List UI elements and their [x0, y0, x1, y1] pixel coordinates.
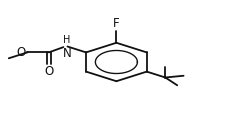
Text: H: H	[63, 35, 70, 45]
Text: O: O	[44, 65, 53, 78]
Text: O: O	[16, 46, 25, 59]
Text: F: F	[112, 17, 119, 30]
Text: N: N	[62, 47, 71, 60]
